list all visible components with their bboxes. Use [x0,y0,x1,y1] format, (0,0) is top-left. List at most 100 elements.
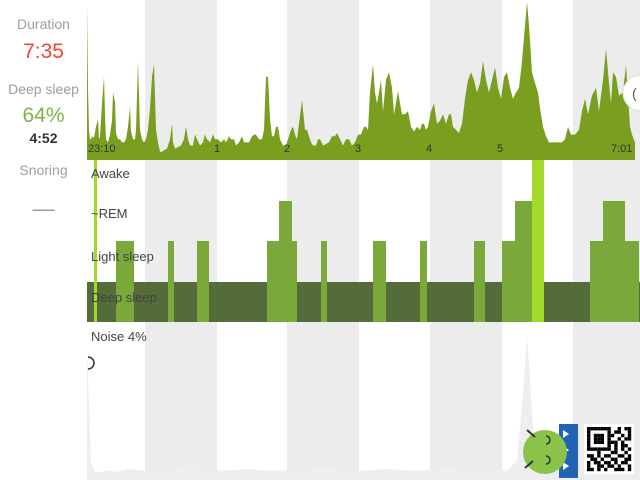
qr-cell [621,461,625,465]
qr-cell [587,437,591,441]
stage-label: ~REM [91,206,127,221]
qr-cell [627,430,632,434]
qr-cell [607,454,611,458]
light-block [197,241,209,322]
qr-cell [627,433,632,438]
qr-cell [597,433,601,438]
qr-cell [617,427,621,431]
qr-cell [621,440,625,444]
qr-cell [617,430,621,434]
qr-cell [624,444,628,448]
snoring-label: Snoring [19,162,68,178]
qr-cell [627,467,632,472]
qr-cell [621,467,625,472]
qr-cell [627,437,632,441]
qr-cell [621,454,625,458]
qr-cell [610,440,615,444]
qr-cell [597,464,601,468]
hour-stripe [145,0,217,480]
qr-cell [624,461,628,465]
qr-cell [614,444,618,448]
qr-cell [624,450,628,455]
qr-cell [607,437,611,441]
qr-cell [600,440,604,444]
qr-cell [627,464,632,468]
hour-stripe [430,0,502,480]
qr-cell [590,457,594,461]
light-block [373,241,386,322]
rem-block [603,201,625,322]
qr-code-icon[interactable] [584,424,634,474]
qr-cell [627,454,632,458]
scroll-handle-icon[interactable]: ( [622,74,640,112]
qr-cell [604,447,608,451]
qr-cell [597,450,601,455]
qr-cell [607,464,611,468]
qr-cell [614,461,618,465]
qr-cell [610,450,615,455]
stage-label: Awake [91,166,130,181]
qr-cell [593,433,598,438]
awake-block [532,160,544,322]
qr-cell [621,444,625,448]
qr-cell [617,464,621,468]
qr-cell [604,427,608,431]
noise-area [87,335,640,480]
qr-cell [587,467,591,472]
qr-cell [610,433,615,438]
sleep-chart: 23:10 1 2 3 4 5 7:01 Awake ~REM Light sleep Deep s… [87,0,640,480]
qr-cell [593,461,598,465]
deep-sleep-percent: 64% [22,104,65,127]
noise-marker-icon [87,356,95,370]
time-tick-label: 23:10 [88,143,116,155]
qr-cell [600,427,604,431]
qr-cell [607,427,611,431]
qr-cell [587,433,591,438]
qr-cell [614,450,618,455]
qr-cell [597,454,601,458]
qr-cell [600,433,604,438]
qr-cell [624,437,628,441]
qr-cell [593,447,598,451]
qr-cell [587,461,591,465]
qr-cell [597,447,601,451]
qr-cell [624,457,628,461]
qr-cell [617,454,621,458]
light-block [122,241,134,322]
qr-cell [621,433,625,438]
qr-cell [600,457,604,461]
qr-cell [604,454,608,458]
light-block [116,241,122,322]
qr-cell [597,467,601,472]
time-tick-label: 2 [284,143,290,155]
qr-cell [607,447,611,451]
qr-cell [617,467,621,472]
deep-sleep-label: Deep sleep [8,81,79,97]
chart-labels: 23:10 1 2 3 4 5 7:01 Awake ~REM Light sleep Deep s… [88,143,632,344]
qr-cell [607,433,611,438]
qr-cell [590,467,594,472]
duration-value: 7:35 [23,40,64,63]
qr-cell [614,467,618,472]
qr-cell [607,430,611,434]
noise-graph [87,335,640,480]
time-tick-label: 3 [355,143,361,155]
qr-cell [600,437,604,441]
qr-cell [614,447,618,451]
qr-cell [610,464,615,468]
qr-cell [587,427,591,431]
qr-cell [593,440,598,444]
qr-cell [624,427,628,431]
stats-sidebar: Duration 7:35 Deep sleep 64% 4:52 Snorin… [0,0,87,480]
qr-cell [621,447,625,451]
activity-graph [87,2,635,160]
awake-block [94,160,97,322]
qr-cell [607,440,611,444]
deep-sleep-band [87,282,640,322]
qr-cell [587,447,591,451]
qr-cell [617,437,621,441]
qr-cell [604,467,608,472]
svg-text:(: ( [632,85,637,101]
light-block [420,241,427,322]
qr-cell [593,457,598,461]
